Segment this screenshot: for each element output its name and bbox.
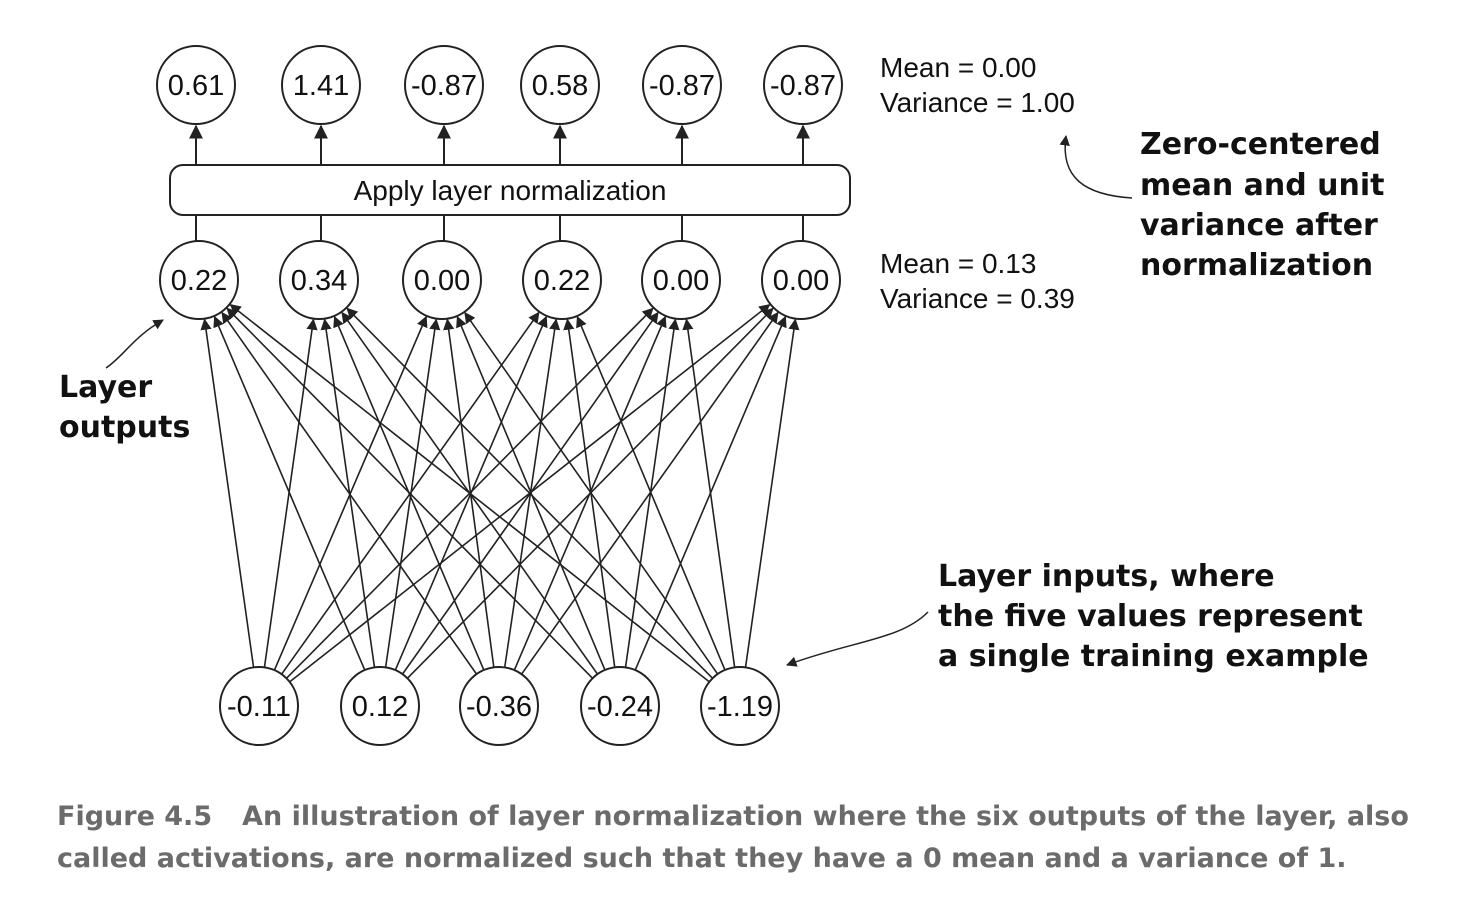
layer-output-node-circle [641, 240, 721, 320]
layer-input-node-value: -0.11 [227, 691, 291, 723]
layer-input-node: -0.11 [219, 666, 299, 746]
connection-arrow [456, 315, 606, 671]
layer-output-node: 0.00 [641, 240, 721, 320]
normalized-variance: Variance = 1.00 [880, 87, 1075, 118]
connection-arrow [229, 304, 710, 683]
layer-input-node: 0.12 [340, 666, 420, 746]
normalization-box-label: Apply layer normalization [354, 175, 667, 206]
layer-inputs-line-3: a single training example [938, 639, 1369, 674]
connection-arrow [200, 318, 255, 668]
layer-output-node: 0.00 [761, 240, 841, 320]
normalized-output-nodes: 0.61 1.41 -0.87 0.58 -0.87 -0.87 [156, 45, 843, 125]
connection-arrow [346, 307, 714, 679]
zero-centered-line-2: mean and unit [1140, 168, 1385, 203]
layer-input-node: -1.19 [700, 666, 780, 746]
layer-output-node: 0.22 [522, 240, 602, 320]
layer-output-node-value: 0.00 [414, 265, 470, 297]
connection-arrow [226, 307, 594, 679]
layer-outputs-pointer-arrow [105, 319, 164, 369]
figure-label: Figure 4.5 [57, 801, 213, 832]
normalized-output-node: 0.61 [156, 45, 236, 125]
layer-inputs-pointer-arrow [786, 611, 929, 667]
normalized-output-node-circle [642, 45, 722, 125]
connection-arrow [513, 315, 667, 671]
normalized-output-node: -0.87 [642, 45, 722, 125]
layer-output-node-value: 0.34 [291, 265, 347, 297]
normalized-output-node: -0.87 [404, 45, 484, 125]
normalized-stats: Mean = 0.00 Variance = 1.00 [880, 52, 1075, 118]
connection-arrow [744, 318, 800, 668]
layer-output-nodes: 0.22 0.34 0.00 0.22 0.00 0.00 [159, 240, 841, 320]
layer-output-node: 0.00 [402, 240, 482, 320]
layer-input-node-value: 0.12 [352, 691, 408, 723]
normalized-output-node-circle [520, 45, 600, 125]
layer-output-node-value: 0.22 [171, 265, 227, 297]
connection-arrow [221, 311, 478, 675]
layer-inputs-line-2: the five values represent [938, 599, 1363, 634]
connection-arrow [464, 311, 719, 675]
layer-input-node-circle [700, 666, 780, 746]
zero-centered-line-1: Zero-centered [1140, 127, 1381, 162]
layer-inputs-callout: Layer inputs, where the five values repr… [786, 559, 1369, 674]
layer-output-node-circle [279, 240, 359, 320]
layer-input-nodes: -0.11 0.12 -0.36 -0.24 -1.19 [219, 666, 780, 746]
layer-output-stats: Mean = 0.13 Variance = 0.39 [880, 248, 1075, 314]
layer-input-node-circle [219, 666, 299, 746]
zero-centered-pointer-arrow [1059, 134, 1133, 199]
normalized-output-node-circle [281, 45, 361, 125]
layer-output-node-circle [402, 240, 482, 320]
connection-arrow [682, 318, 736, 668]
normalized-output-node-value: -0.87 [649, 70, 715, 102]
figure-caption-text: An illustration of layer normalization w… [57, 801, 1409, 874]
normalized-output-node-value: -0.87 [770, 70, 836, 102]
layer-output-node-circle [522, 240, 602, 320]
connection-arrow [576, 315, 726, 671]
normalized-output-node-value: -0.87 [411, 70, 477, 102]
layer-input-node-circle [580, 666, 660, 746]
layer-input-node-value: -0.24 [587, 691, 653, 723]
layer-input-node-value: -0.36 [466, 691, 532, 723]
normalized-output-node-value: 0.58 [532, 70, 588, 102]
layer-output-mean: Mean = 0.13 [880, 248, 1036, 279]
layer-inputs-line-1: Layer inputs, where [938, 559, 1275, 594]
layer-outputs-line-1: Layer [59, 370, 152, 405]
layer-input-node-circle [459, 666, 539, 746]
connection-arrow [213, 315, 366, 671]
zero-centered-callout: Zero-centered mean and unit variance aft… [1059, 127, 1385, 283]
layer-input-node: -0.24 [580, 666, 660, 746]
layer-output-node: 0.22 [159, 240, 239, 320]
layer-input-node: -0.36 [459, 666, 539, 746]
normalization-box: Apply layer normalization [169, 164, 851, 216]
normalized-output-node-circle [404, 45, 484, 125]
layer-outputs-line-2: outputs [59, 410, 190, 445]
layer-output-node-value: 0.22 [534, 265, 590, 297]
normalized-output-node: 1.41 [281, 45, 361, 125]
layer-output-node: 0.34 [279, 240, 359, 320]
layer-outputs-callout: Layer outputs [59, 319, 190, 445]
normalized-mean: Mean = 0.00 [880, 52, 1036, 83]
zero-centered-line-4: normalization [1140, 248, 1373, 283]
layer-input-node-circle [340, 666, 420, 746]
layer-output-node-circle [159, 240, 239, 320]
normalization-links [189, 124, 810, 241]
normalized-output-node-circle [156, 45, 236, 125]
normalized-output-node: 0.58 [520, 45, 600, 125]
layer-output-node-circle [761, 240, 841, 320]
normalized-output-node-circle [763, 45, 843, 125]
layer-input-node-value: -1.19 [707, 691, 773, 723]
layer-output-node-value: 0.00 [653, 265, 709, 297]
connection-lines [200, 304, 800, 683]
layer-output-variance: Variance = 0.39 [880, 283, 1075, 314]
figure-caption: Figure 4.5 An illustration of layer norma… [57, 796, 1437, 880]
zero-centered-line-3: variance after [1140, 208, 1378, 243]
normalized-output-node: -0.87 [763, 45, 843, 125]
normalized-output-node-value: 0.61 [168, 70, 224, 102]
layer-output-node-value: 0.00 [773, 265, 829, 297]
normalized-output-node-value: 1.41 [293, 70, 349, 102]
